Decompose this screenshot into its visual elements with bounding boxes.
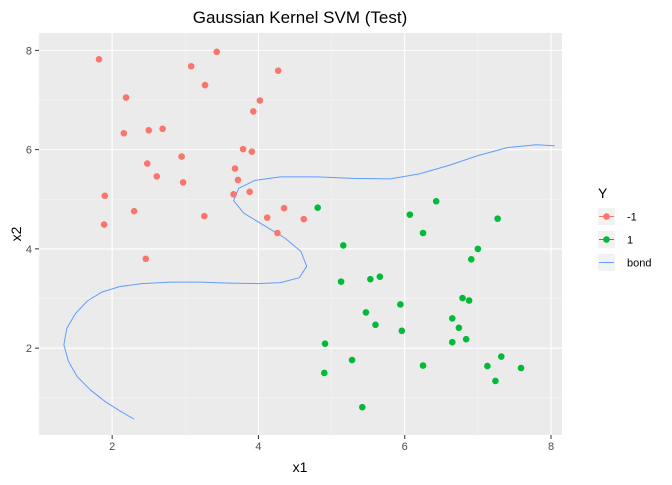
class-pos1-point xyxy=(321,340,329,347)
class-pos1-point xyxy=(467,256,475,263)
y-tick-label: 2 xyxy=(26,343,32,355)
y-tick-label: 8 xyxy=(26,45,32,57)
class-pos1-point xyxy=(419,362,427,369)
class-neg1-point xyxy=(239,145,247,153)
class-neg1-point xyxy=(120,129,128,137)
class-pos1-point xyxy=(494,215,501,222)
class-neg1-point xyxy=(130,207,138,215)
class-neg1-point xyxy=(256,97,264,104)
class-neg1-point xyxy=(246,188,253,196)
class-neg1-point xyxy=(100,221,108,228)
class-pos1-point xyxy=(448,338,456,346)
x-axis-label: x1 xyxy=(293,459,308,475)
class-neg1-point xyxy=(153,173,161,180)
x-tick-label: 2 xyxy=(109,441,115,453)
y-tick-label: 6 xyxy=(26,145,32,157)
class-pos1-point xyxy=(372,321,379,329)
minor-grid xyxy=(38,33,562,435)
class-pos1-point xyxy=(465,297,473,304)
class-neg1-point xyxy=(122,94,130,101)
class-pos1-point xyxy=(474,245,482,253)
class-pos1-point xyxy=(398,327,406,335)
class-neg1-point xyxy=(274,229,281,237)
y-axis: 2 4 6 8 xyxy=(26,45,39,355)
boundary-line xyxy=(63,144,555,420)
class-neg1-point xyxy=(263,214,271,221)
class-neg1-point xyxy=(201,212,208,220)
class-neg1-point xyxy=(142,255,150,263)
chart-title: Gaussian Kernel SVM (Test) xyxy=(193,8,407,27)
class-pos1-point xyxy=(359,403,366,411)
class-pos1-point xyxy=(484,362,491,370)
class-neg1-point xyxy=(280,204,288,212)
class-pos1-point xyxy=(497,353,505,360)
class-pos1-point xyxy=(397,301,404,308)
class-pos1-point xyxy=(367,275,374,283)
class-pos1-point xyxy=(406,211,414,218)
class-neg1-point xyxy=(159,125,166,133)
class-pos1-point xyxy=(455,324,463,332)
class-neg1-point xyxy=(234,176,242,184)
x-axis: 2 4 6 8 xyxy=(109,435,554,453)
x-tick-label: 8 xyxy=(548,441,554,453)
class-neg1-point xyxy=(187,62,195,70)
class-pos1-point xyxy=(462,335,470,343)
boundary-layer xyxy=(63,144,555,420)
class-pos1-point xyxy=(432,197,440,205)
legend: Y -1 1 bond xyxy=(598,185,651,271)
x-tick-label: 6 xyxy=(402,441,408,453)
class-neg1-point xyxy=(101,192,109,200)
class-pos1-point xyxy=(348,356,356,364)
x-tick-label: 4 xyxy=(255,441,261,453)
legend-entry-label: 1 xyxy=(627,235,633,247)
class-pos1-point xyxy=(419,229,427,237)
class-neg1-point xyxy=(179,179,187,186)
class-pos1-point xyxy=(517,364,525,372)
class-neg1-point xyxy=(95,56,103,63)
y-tick-label: 4 xyxy=(26,244,32,256)
y-axis-label: x2 xyxy=(8,226,24,241)
class-pos1-point xyxy=(320,369,328,377)
class-pos1-point xyxy=(376,273,384,280)
class-neg1-point xyxy=(248,148,256,155)
class-pos1-point xyxy=(492,377,499,385)
legend-key-point xyxy=(603,213,610,220)
class-pos1-point xyxy=(459,294,466,302)
class-neg1-point xyxy=(230,190,237,198)
legend-title: Y xyxy=(598,185,608,201)
plot-background xyxy=(39,33,562,435)
legend-entries: -1 1 bond xyxy=(598,208,651,271)
class-pos1-point xyxy=(448,315,456,322)
class-neg1-point xyxy=(178,153,185,160)
legend-entry-label: -1 xyxy=(627,212,637,224)
class-pos1-point xyxy=(362,309,370,316)
class-neg1-point xyxy=(250,108,257,115)
class-pos1-point xyxy=(314,204,321,211)
class-neg1-point xyxy=(145,126,153,134)
class-neg1-point xyxy=(274,67,282,75)
class-neg1-point xyxy=(143,160,151,167)
legend-entry-label: bond xyxy=(627,258,651,270)
class-pos1-point xyxy=(339,242,347,249)
class-neg1-point xyxy=(201,81,209,89)
class-neg1-point xyxy=(231,165,239,172)
class-neg1-point xyxy=(300,215,308,223)
class-neg1-point xyxy=(213,48,221,56)
legend-key-point xyxy=(603,236,610,243)
points-layer xyxy=(95,48,525,411)
class-pos1-point xyxy=(337,278,345,285)
